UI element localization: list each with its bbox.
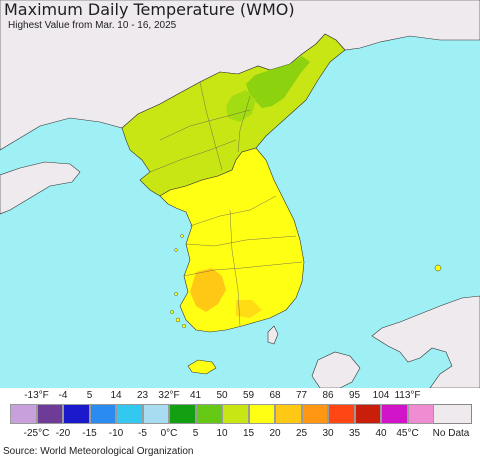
- legend-swatch: [328, 404, 355, 424]
- legend-fahrenheit-label: 68: [269, 390, 281, 401]
- coastal-islands: [170, 234, 186, 329]
- region-north-highland-2: [226, 90, 256, 122]
- legend-fahrenheit-label: 86: [322, 390, 334, 401]
- land-tsushima: [267, 325, 279, 345]
- legend-swatch: [275, 404, 302, 424]
- region-ulleungdo: [434, 264, 442, 272]
- legend-fahrenheit-label: 77: [295, 390, 308, 401]
- temperature-map: [0, 0, 480, 388]
- legend-swatch: [248, 404, 275, 424]
- legend-swatch: [10, 404, 37, 424]
- map-area: Maximum Daily Temperature (WMO) Highest …: [0, 0, 480, 388]
- legend-celsius-label: 30: [322, 428, 334, 439]
- legend-celsius-label: 0°C: [160, 428, 178, 439]
- legend-swatch: [301, 404, 328, 424]
- legend-fahrenheit-label: 32°F: [158, 390, 180, 401]
- legend-fahrenheit-label: 23: [136, 390, 149, 401]
- legend-swatch: [89, 404, 116, 424]
- legend-celsius-label: -15: [82, 428, 97, 439]
- legend-swatch: [195, 404, 222, 424]
- legend-celsius-label: 20: [269, 428, 281, 439]
- legend-swatch: [169, 404, 196, 424]
- province-boundaries: [149, 81, 303, 327]
- legend-celsius-label: 45°C: [396, 428, 419, 439]
- legend-celsius-label: -5: [138, 428, 147, 439]
- no-data-label: No Data: [432, 428, 470, 439]
- legend-fahrenheit-label: 50: [216, 390, 228, 401]
- legend-fahrenheit-label: 41: [189, 390, 202, 401]
- legend-swatch: [142, 404, 169, 424]
- legend-fahrenheit-label: 59: [242, 390, 255, 401]
- legend-swatch: [407, 404, 434, 424]
- legend-fahrenheit-label: -4: [58, 390, 68, 401]
- legend-celsius-label: 40: [375, 428, 387, 439]
- legend-fahrenheit-label: -13°F: [24, 390, 49, 401]
- map-title: Maximum Daily Temperature (WMO): [4, 0, 295, 19]
- land-kyushu: [311, 351, 361, 388]
- legend-celsius-label: -10: [108, 428, 124, 439]
- legend-celsius-label: 25: [295, 428, 308, 439]
- legend-fahrenheit-label: 14: [110, 390, 122, 401]
- legend-fahrenheit-label: 113°F: [394, 390, 421, 401]
- region-south-coast-warm: [236, 300, 262, 318]
- land-shandong: [0, 161, 81, 215]
- map-subtitle: Highest Value from Mar. 10 - 16, 2025: [8, 20, 177, 31]
- land-japan: [371, 295, 480, 388]
- legend-celsius-label: 10: [216, 428, 228, 439]
- legend-fahrenheit-label: 5: [86, 390, 93, 401]
- legend-fahrenheit-label: 95: [348, 390, 361, 401]
- legend-celsius-label: -20: [55, 428, 71, 439]
- legend-swatch: [63, 404, 90, 424]
- legend-swatch: [116, 404, 143, 424]
- legend-celsius-label: 15: [242, 428, 255, 439]
- no-data-swatch: [430, 404, 472, 424]
- legend-swatch: [381, 404, 408, 424]
- region-southwest-warm: [190, 268, 226, 312]
- legend-celsius-label: 5: [192, 428, 199, 439]
- color-legend: No Data -13°F -4 5 14 23 32°F 41 50 59 68 77 86 95 10…: [0, 388, 480, 446]
- legend-celsius-label: 35: [348, 428, 361, 439]
- legend-celsius-label: -25°C: [23, 428, 50, 439]
- legend-swatch: [222, 404, 249, 424]
- legend-fahrenheit-label: 104: [372, 390, 390, 401]
- legend-swatch: [36, 404, 63, 424]
- source-credit: Source: World Meteorological Organizatio…: [3, 446, 194, 457]
- region-north-highland: [246, 56, 310, 108]
- region-jeju: [187, 359, 217, 375]
- legend-swatch: [354, 404, 381, 424]
